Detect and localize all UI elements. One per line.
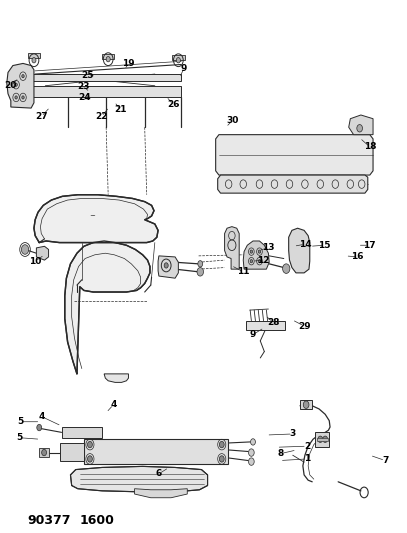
Circle shape: [198, 261, 203, 267]
Text: 4: 4: [38, 412, 44, 421]
Text: 3: 3: [290, 430, 296, 439]
Text: 6: 6: [156, 470, 162, 478]
Polygon shape: [158, 256, 178, 278]
Text: 19: 19: [122, 59, 135, 68]
Circle shape: [15, 83, 18, 86]
Polygon shape: [102, 54, 114, 59]
Polygon shape: [28, 53, 40, 58]
Text: 26: 26: [167, 100, 179, 109]
Polygon shape: [289, 228, 310, 273]
Text: 27: 27: [35, 112, 48, 121]
Text: 17: 17: [363, 241, 375, 250]
Polygon shape: [59, 443, 84, 461]
Polygon shape: [36, 246, 48, 260]
Text: 25: 25: [82, 70, 94, 79]
Text: 10: 10: [29, 257, 42, 265]
Polygon shape: [300, 400, 312, 409]
Circle shape: [258, 250, 261, 253]
Circle shape: [219, 456, 224, 462]
Polygon shape: [317, 438, 328, 441]
Polygon shape: [216, 135, 373, 175]
Circle shape: [15, 96, 18, 99]
Circle shape: [197, 268, 204, 276]
Text: 13: 13: [262, 244, 275, 253]
Text: 28: 28: [267, 318, 280, 327]
Polygon shape: [315, 432, 329, 447]
Text: 2: 2: [304, 442, 310, 451]
Polygon shape: [61, 427, 102, 438]
Text: 5: 5: [17, 417, 23, 426]
Circle shape: [250, 250, 253, 253]
Text: 9: 9: [250, 330, 256, 339]
Text: 18: 18: [363, 142, 376, 151]
Text: 12: 12: [257, 256, 270, 264]
Polygon shape: [243, 241, 269, 269]
Text: 21: 21: [114, 105, 127, 114]
Text: 29: 29: [298, 321, 311, 330]
Circle shape: [176, 58, 180, 63]
Text: ~: ~: [89, 213, 95, 219]
Text: 16: 16: [351, 253, 364, 261]
Text: 9: 9: [181, 64, 187, 73]
Text: 15: 15: [318, 241, 330, 250]
Circle shape: [323, 436, 328, 442]
Circle shape: [249, 458, 254, 465]
Polygon shape: [172, 55, 185, 60]
Polygon shape: [26, 86, 181, 98]
Polygon shape: [65, 241, 150, 374]
Polygon shape: [349, 115, 373, 135]
Circle shape: [22, 96, 24, 99]
Polygon shape: [7, 63, 34, 108]
Polygon shape: [218, 175, 368, 193]
Circle shape: [106, 56, 110, 62]
Circle shape: [251, 439, 256, 445]
Circle shape: [318, 436, 323, 442]
Polygon shape: [225, 227, 239, 269]
Circle shape: [42, 449, 46, 456]
Circle shape: [37, 424, 42, 431]
Text: 22: 22: [95, 112, 107, 121]
Circle shape: [249, 449, 254, 456]
Circle shape: [88, 456, 92, 462]
Text: 4: 4: [110, 400, 117, 409]
Circle shape: [88, 441, 92, 448]
Circle shape: [258, 260, 261, 263]
Text: 14: 14: [299, 240, 311, 249]
Circle shape: [22, 75, 24, 78]
Circle shape: [282, 264, 290, 273]
Polygon shape: [104, 374, 129, 382]
Text: 23: 23: [78, 82, 90, 91]
Text: 11: 11: [237, 268, 249, 276]
Text: 30: 30: [227, 116, 239, 125]
Polygon shape: [39, 448, 48, 457]
Polygon shape: [70, 466, 208, 492]
Circle shape: [357, 125, 363, 132]
Circle shape: [32, 58, 36, 63]
Polygon shape: [84, 439, 228, 464]
Text: 7: 7: [382, 456, 388, 465]
Text: 90377: 90377: [27, 514, 70, 527]
Circle shape: [219, 441, 224, 448]
Text: 24: 24: [79, 93, 92, 102]
Polygon shape: [246, 321, 284, 330]
Circle shape: [250, 260, 253, 263]
Polygon shape: [34, 195, 158, 243]
Circle shape: [22, 245, 28, 254]
Text: 20: 20: [4, 81, 17, 90]
Text: 1600: 1600: [80, 514, 115, 527]
Polygon shape: [135, 489, 187, 498]
Polygon shape: [26, 74, 181, 82]
Text: 5: 5: [16, 433, 22, 442]
Circle shape: [164, 263, 168, 268]
Text: 8: 8: [278, 449, 284, 458]
Text: 1: 1: [304, 455, 310, 463]
Circle shape: [303, 401, 309, 408]
